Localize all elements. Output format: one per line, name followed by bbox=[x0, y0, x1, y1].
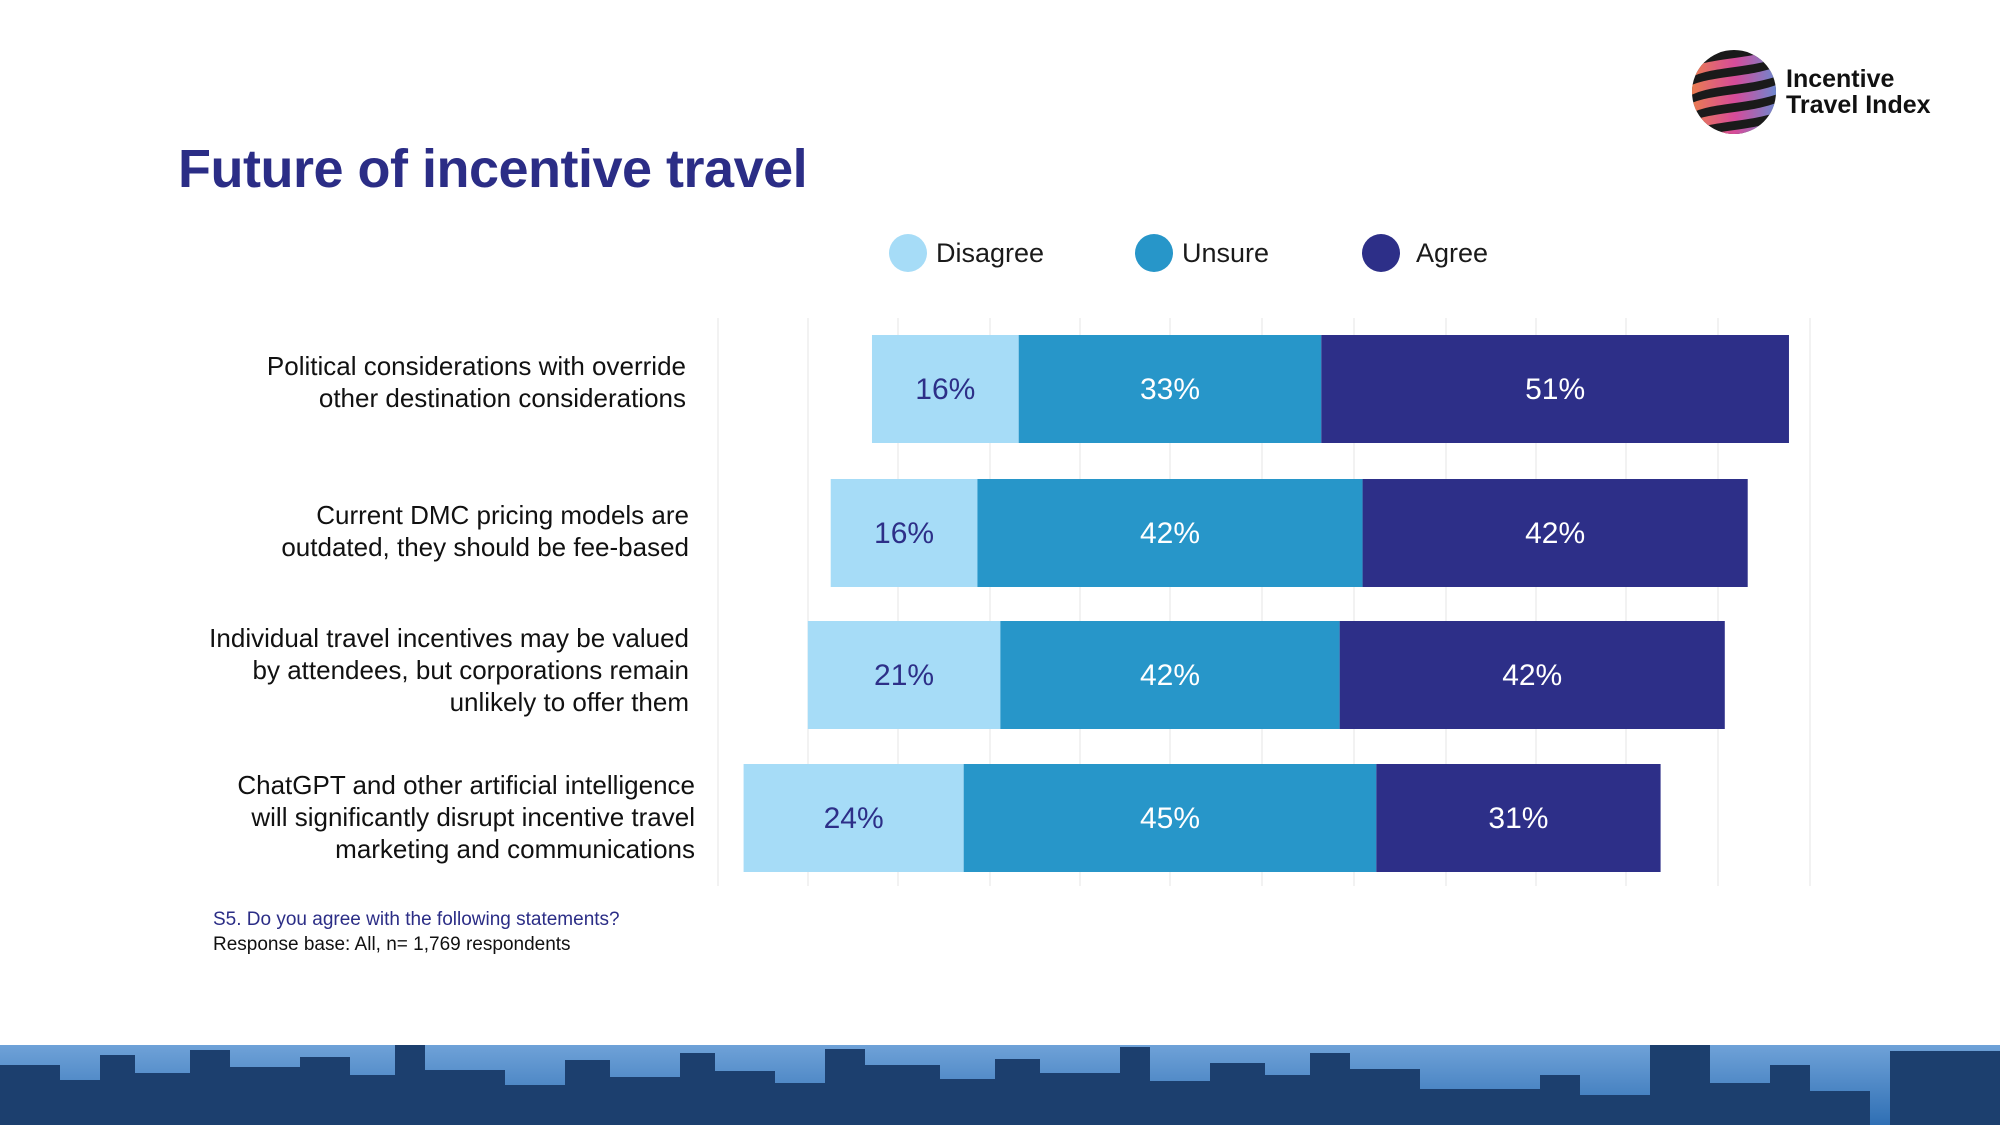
chart-legend: Disagree Unsure Agree bbox=[0, 234, 2000, 274]
legend-label-disagree: Disagree bbox=[936, 237, 1045, 268]
bar-disagree-political bbox=[871, 335, 1019, 443]
bar-unsure-individual-incentives bbox=[1000, 621, 1340, 729]
row-label-line: marketing and communications bbox=[335, 834, 695, 864]
survey-question: S5. Do you agree with the following stat… bbox=[213, 909, 620, 930]
bar-unsure-political bbox=[1018, 335, 1322, 443]
data-label-disagree-chatgpt: 24% bbox=[824, 802, 884, 835]
row-label-individual-incentives: Individual travel incentives may be valu… bbox=[209, 622, 689, 718]
bar-agree-chatgpt bbox=[1376, 764, 1661, 872]
row-label-chatgpt: ChatGPT and other artificial intelligenc… bbox=[237, 769, 695, 865]
bar-agree-individual-incentives bbox=[1339, 621, 1725, 729]
row-label-line: unlikely to offer them bbox=[449, 687, 689, 717]
data-label-disagree-political: 16% bbox=[915, 373, 975, 406]
brand-logo: Incentive Travel Index bbox=[1690, 48, 1960, 138]
legend-label-agree: Agree bbox=[1416, 237, 1489, 268]
data-label-agree-political: 51% bbox=[1525, 373, 1585, 406]
row-label-line: will significantly disrupt incentive tra… bbox=[251, 802, 695, 832]
legend-label-unsure: Unsure bbox=[1182, 237, 1270, 268]
row-label-line: ChatGPT and other artificial intelligenc… bbox=[237, 770, 695, 800]
legend-item-disagree: Disagree bbox=[889, 234, 1044, 272]
data-label-agree-dmc-pricing: 42% bbox=[1525, 517, 1585, 550]
bar-disagree-chatgpt bbox=[743, 764, 964, 872]
bar-agree-dmc-pricing bbox=[1362, 479, 1748, 587]
row-label-political: Political considerations with override o… bbox=[267, 350, 686, 414]
bar-agree-political bbox=[1321, 335, 1789, 443]
logo-line-2: Travel Index bbox=[1786, 91, 1931, 119]
row-label-line: Individual travel incentives may be valu… bbox=[209, 623, 689, 653]
row-label-line: outdated, they should be fee-based bbox=[281, 532, 689, 562]
data-label-unsure-individual-incentives: 42% bbox=[1140, 659, 1200, 692]
logo-line-1: Incentive bbox=[1786, 65, 1895, 93]
row-label-dmc-pricing: Current DMC pricing models are outdated,… bbox=[281, 499, 689, 563]
legend-item-agree: Agree bbox=[1362, 234, 1488, 272]
city-skyline-banner bbox=[0, 1045, 2000, 1125]
row-label-line: Current DMC pricing models are bbox=[316, 500, 689, 530]
data-label-agree-chatgpt: 31% bbox=[1488, 802, 1548, 835]
bar-unsure-dmc-pricing bbox=[977, 479, 1363, 587]
data-label-agree-individual-incentives: 42% bbox=[1502, 659, 1562, 692]
legend-swatch-agree bbox=[1362, 234, 1400, 272]
row-label-line: by attendees, but corporations remain bbox=[252, 655, 689, 685]
legend-swatch-disagree bbox=[889, 234, 927, 272]
data-label-disagree-dmc-pricing: 16% bbox=[874, 517, 934, 550]
logo-wordmark: Incentive Travel Index bbox=[1786, 66, 1931, 118]
page-title: Future of incentive travel bbox=[178, 139, 808, 199]
data-label-unsure-political: 33% bbox=[1140, 373, 1200, 406]
data-label-disagree-individual-incentives: 21% bbox=[874, 659, 934, 692]
data-label-unsure-dmc-pricing: 42% bbox=[1140, 517, 1200, 550]
striped-globe-icon bbox=[1692, 50, 1776, 134]
bar-disagree-dmc-pricing bbox=[830, 479, 978, 587]
bar-disagree-individual-incentives bbox=[807, 621, 1001, 729]
legend-item-unsure: Unsure bbox=[1135, 234, 1269, 272]
stacked-bar-chart: 16% 33% 51% 16% 42% 42% 21% 42% 42% 24% 45% 31% bbox=[717, 318, 1811, 886]
legend-swatch-unsure bbox=[1135, 234, 1173, 272]
row-label-line: other destination considerations bbox=[318, 383, 686, 413]
data-label-unsure-chatgpt: 45% bbox=[1140, 802, 1200, 835]
row-label-line: Political considerations with override bbox=[266, 351, 686, 381]
response-base: Response base: All, n= 1,769 respondents bbox=[213, 934, 571, 955]
bar-unsure-chatgpt bbox=[963, 764, 1377, 872]
footnote: S5. Do you agree with the following stat… bbox=[213, 907, 620, 957]
